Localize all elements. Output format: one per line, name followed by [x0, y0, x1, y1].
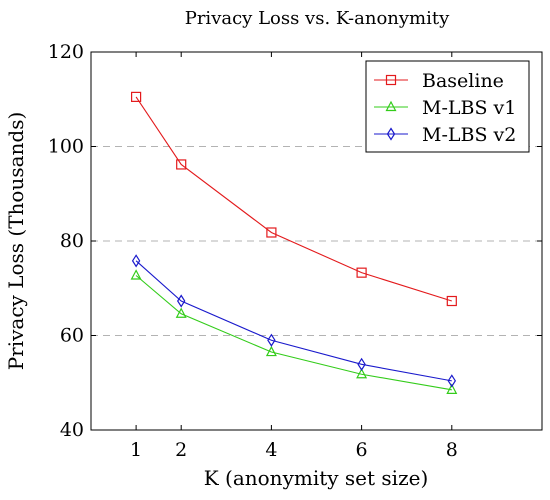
y-tick-label: 40 — [60, 419, 84, 441]
legend-label: Baseline — [422, 70, 504, 92]
series-layer — [130, 91, 458, 394]
grid-lines — [91, 146, 542, 336]
y-tick-label: 120 — [48, 41, 84, 63]
data-point-diamond — [357, 357, 366, 371]
x-tick-label: 6 — [356, 439, 368, 461]
data-point-diamond — [131, 254, 141, 268]
data-point-square — [131, 91, 142, 102]
legend-item: M-LBS v1 — [374, 97, 516, 119]
data-point-triangle — [446, 383, 458, 394]
series-m-lbs-v1 — [130, 269, 458, 394]
data-point-triangle — [356, 367, 368, 379]
y-axis-label: Privacy Loss (Thousands) — [4, 112, 28, 371]
data-point-triangle — [265, 345, 277, 357]
legend-item: M-LBS v2 — [374, 124, 516, 146]
x-tick-label: 8 — [446, 439, 458, 461]
x-tick-label: 1 — [130, 439, 142, 461]
axis-ticks: 40 60 80 100 120 1 2 4 6 8 — [48, 41, 542, 461]
data-point-diamond — [267, 333, 276, 347]
y-tick-label: 100 — [48, 136, 84, 158]
series-line — [135, 96, 452, 302]
legend-label: M-LBS v2 — [422, 124, 516, 146]
data-point-diamond — [386, 127, 396, 141]
data-point-square — [385, 74, 397, 86]
series-line — [135, 275, 452, 391]
data-point-square — [176, 159, 187, 170]
x-tick-label: 2 — [175, 439, 187, 461]
data-point-triangle — [130, 269, 142, 280]
x-tick-label: 4 — [265, 439, 277, 461]
legend-item: Baseline — [374, 70, 504, 92]
data-point-square — [446, 295, 457, 307]
data-point-triangle — [385, 100, 397, 112]
legend-label: M-LBS v1 — [422, 97, 516, 119]
x-axis-label: K (anonymity set size) — [204, 466, 429, 490]
chart-title: Privacy Loss vs. K-anonymity — [185, 8, 450, 29]
data-point-diamond — [176, 294, 186, 308]
data-point-square — [266, 227, 277, 238]
series-line — [135, 260, 452, 382]
data-point-triangle — [175, 307, 187, 318]
data-point-square — [356, 267, 367, 278]
series-m-lbs-v2 — [131, 254, 457, 388]
data-point-diamond — [447, 374, 457, 388]
legend: Baseline M-LBS v1 M-LBS v2 — [365, 60, 530, 153]
series-baseline — [131, 91, 457, 307]
y-tick-label: 60 — [60, 325, 84, 347]
y-tick-label: 80 — [60, 230, 84, 252]
